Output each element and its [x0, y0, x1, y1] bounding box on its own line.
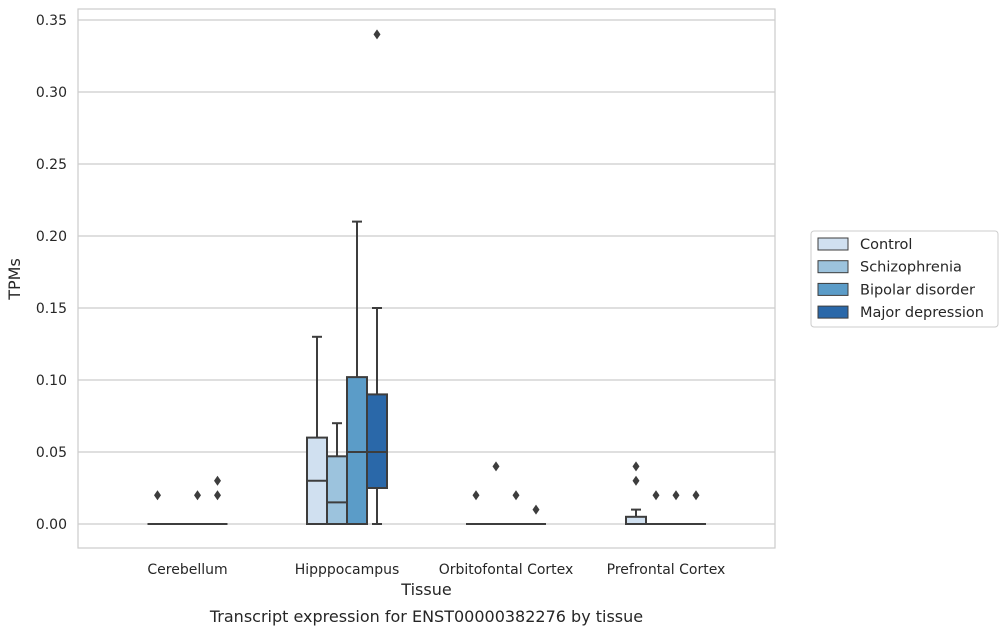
box-group — [306, 335, 328, 526]
outlier-point — [672, 490, 680, 501]
outlier-point — [652, 490, 660, 501]
legend-swatch — [817, 282, 849, 296]
y-axis-label: TPMs — [5, 258, 24, 301]
legend-swatch — [817, 237, 849, 251]
box-group — [666, 490, 686, 525]
outlier-point — [472, 490, 480, 501]
y-tick-labels: 0.00 0.05 0.10 0.15 0.20 0.25 0.30 0.35 — [36, 13, 67, 533]
box-plots — [147, 29, 706, 526]
outlier-point — [492, 461, 500, 472]
legend-label: Major depression — [860, 305, 984, 321]
gridlines — [78, 19, 775, 525]
x-tick-labels: Cerebellum Hipppocampus Orbitofontal Corte… — [147, 562, 725, 578]
outlier-point — [214, 475, 221, 486]
box — [366, 393, 388, 489]
box — [326, 455, 348, 526]
box-group — [326, 422, 348, 526]
box-group — [526, 504, 546, 525]
outlier-point — [692, 490, 700, 501]
box — [625, 515, 647, 525]
y-tick-label: 0.00 — [36, 517, 67, 533]
outlier-point — [532, 504, 540, 515]
x-axis-label: Tissue — [400, 580, 451, 599]
box-group — [346, 220, 368, 525]
legend-frame — [810, 230, 999, 328]
outlier-point — [194, 490, 201, 501]
x-tick-label: Cerebellum — [147, 562, 227, 578]
box-group — [686, 490, 706, 525]
y-tick-label: 0.30 — [36, 85, 67, 101]
y-tick-label: 0.25 — [36, 157, 67, 173]
box-group — [147, 490, 168, 525]
outlier-point — [373, 29, 381, 40]
y-tick-label: 0.05 — [36, 445, 67, 461]
box-group — [366, 29, 388, 525]
legend-swatch — [817, 305, 849, 319]
box-group — [646, 490, 666, 525]
box — [346, 376, 368, 525]
y-tick-label: 0.10 — [36, 373, 67, 389]
legend-label: Bipolar disorder — [860, 282, 975, 298]
chart-caption: Transcript expression for ENST0000038227… — [209, 607, 643, 626]
y-tick-label: 0.35 — [36, 13, 67, 29]
box-group — [506, 490, 526, 525]
outlier-point — [214, 490, 221, 501]
legend: Control Schizophrenia Bipolar disorder Majo… — [810, 230, 999, 328]
box-group — [486, 461, 506, 525]
box-group — [207, 475, 228, 525]
legend-label: Schizophrenia — [860, 260, 962, 276]
outlier-point — [154, 490, 161, 501]
outlier-point — [632, 461, 640, 472]
outlier-point — [632, 475, 640, 486]
x-tick-label: Prefrontal Cortex — [607, 562, 726, 578]
x-tick-label: Hipppocampus — [295, 562, 400, 578]
y-tick-label: 0.15 — [36, 301, 67, 317]
legend-label: Control — [860, 237, 912, 253]
box-group — [625, 461, 647, 525]
box-group — [187, 490, 208, 525]
box-group — [466, 490, 486, 525]
y-tick-label: 0.20 — [36, 229, 67, 245]
plot-frame — [77, 8, 776, 549]
outlier-point — [512, 490, 520, 501]
legend-swatch — [817, 260, 849, 274]
x-tick-label: Orbitofontal Cortex — [439, 562, 574, 578]
